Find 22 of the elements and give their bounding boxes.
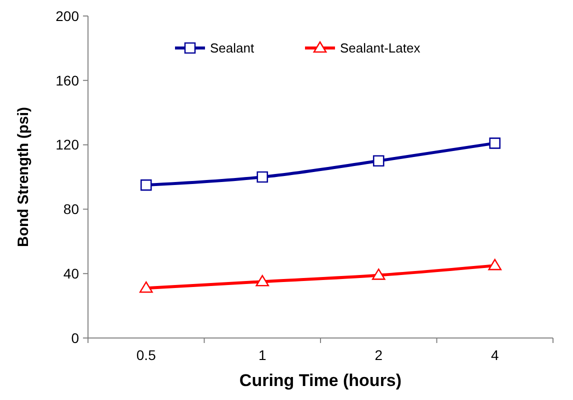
- y-axis-title: Bond Strength (psi): [15, 107, 32, 247]
- y-tick-label: 40: [63, 266, 80, 282]
- point: [140, 179, 152, 191]
- x-tick-label: 1: [258, 347, 266, 363]
- point: [489, 138, 501, 149]
- x-tick-label: 4: [490, 347, 499, 363]
- point: [256, 275, 270, 286]
- point: [488, 258, 502, 270]
- x-tick-label: 0.5: [136, 347, 156, 363]
- y-tick-label: 80: [63, 201, 80, 218]
- y-tick-label: 0: [71, 330, 80, 346]
- y-tick-label: 160: [56, 72, 80, 88]
- x-tick-label: 2: [374, 347, 383, 363]
- point: [372, 268, 386, 280]
- legend-label: Sealant: [210, 40, 254, 56]
- legend-label: Sealant-Latex: [340, 40, 421, 56]
- y-tick-label: 200: [56, 8, 80, 24]
- point: [372, 155, 384, 167]
- y-tick-label: 120: [56, 136, 80, 153]
- x-axis-title: Curing Time (hours): [239, 371, 402, 390]
- point: [256, 171, 268, 183]
- point: [139, 281, 153, 293]
